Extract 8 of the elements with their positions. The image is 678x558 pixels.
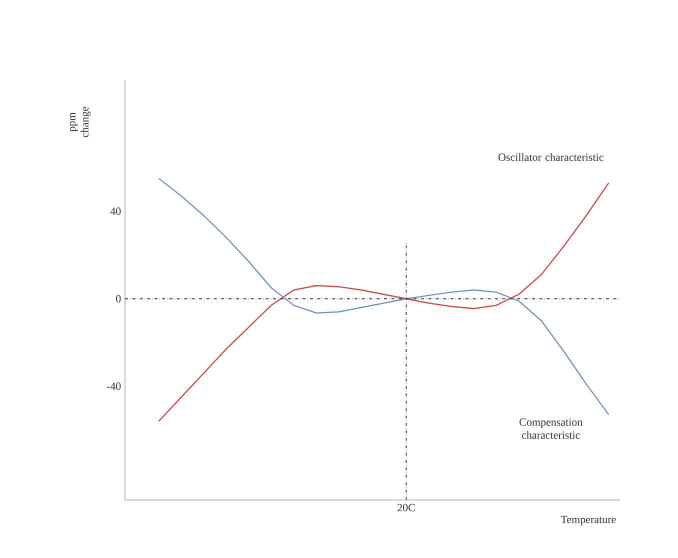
y-tick-label: 40: [110, 208, 121, 215]
x-tick-label: 20C: [398, 504, 415, 512]
x-axis-title: Temperature: [560, 516, 616, 526]
text: Compensation characteristic: [520, 418, 582, 439]
text: Oscillator characteristic: [498, 153, 604, 161]
y-axis-title: ppm change: [70, 106, 91, 138]
y-tick-label: 0: [116, 295, 121, 302]
y-tick-label: -40: [106, 382, 121, 390]
